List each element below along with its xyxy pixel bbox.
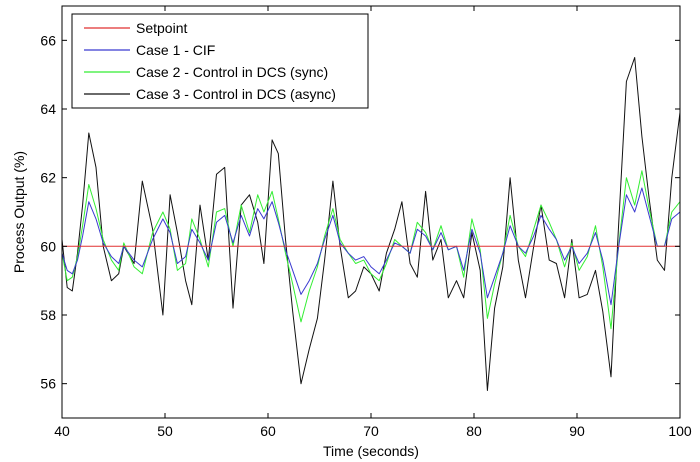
y-tick-label: 56 [40, 376, 56, 392]
series-line-case-2-control-in-dcs-sync [62, 170, 680, 330]
legend-entry-label: Case 3 - Control in DCS (async) [136, 86, 336, 102]
series-line-case-1-cif [62, 187, 680, 306]
x-tick-label: 80 [466, 423, 482, 439]
legend-entry-label: Case 2 - Control in DCS (sync) [136, 64, 328, 80]
legend-entry-label: Case 1 - CIF [136, 42, 215, 58]
x-tick-label: 50 [157, 423, 173, 439]
y-tick-label: 62 [40, 170, 56, 186]
axis-layer: 40 50 60 70 80 90 100 56 58 60 62 64 66 [40, 6, 692, 439]
legend-entry-label: Setpoint [136, 20, 187, 36]
y-tick-label: 66 [40, 32, 56, 48]
x-tick-label: 100 [668, 423, 692, 439]
x-tick-label: 40 [54, 423, 70, 439]
legend: Setpoint Case 1 - CIF Case 2 - Control in … [71, 13, 369, 109]
y-tick-label: 58 [40, 307, 56, 323]
x-axis-label: Time (seconds) [323, 443, 419, 459]
series-line-case-3-control-in-dcs-async [62, 57, 680, 391]
y-axis-label: Process Output (%) [11, 151, 27, 273]
legend-box [71, 13, 369, 109]
x-tick-label: 60 [260, 423, 276, 439]
y-tick-label: 60 [40, 238, 56, 254]
series-layer [62, 57, 680, 391]
x-tick-label: 70 [363, 423, 379, 439]
x-tick-label: 90 [569, 423, 585, 439]
y-tick-label: 64 [40, 101, 56, 117]
